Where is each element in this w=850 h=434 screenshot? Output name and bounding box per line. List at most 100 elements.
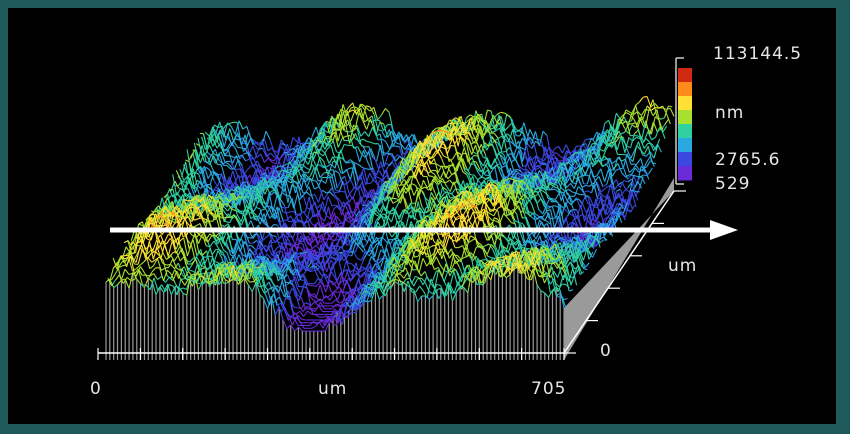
mesh-segment xyxy=(608,136,614,147)
mesh-segment xyxy=(474,123,479,128)
mesh-segment xyxy=(375,175,380,179)
mesh-segment xyxy=(474,127,479,131)
mesh-segment xyxy=(491,139,497,144)
mesh-segment xyxy=(491,123,496,131)
mesh-segment xyxy=(622,120,627,124)
mesh-segment xyxy=(436,127,441,129)
mesh-segment xyxy=(529,128,535,138)
mesh-segment xyxy=(327,115,333,128)
mesh-segment xyxy=(368,146,374,158)
mesh-segment xyxy=(551,206,557,219)
mesh-segment xyxy=(429,156,435,160)
mesh-segment xyxy=(225,221,231,224)
mesh-segment xyxy=(590,179,596,194)
mesh-segment xyxy=(326,144,332,150)
mesh-segment xyxy=(282,211,287,214)
mesh-segment xyxy=(585,138,590,141)
mesh-segment xyxy=(616,210,622,218)
mesh-segment xyxy=(487,123,493,133)
mesh-segment xyxy=(344,106,350,113)
mesh-segment xyxy=(406,142,412,154)
mesh-segment xyxy=(468,174,473,185)
mesh-segment xyxy=(373,107,379,120)
mesh-segment xyxy=(387,216,392,223)
mesh-segment xyxy=(637,111,642,116)
mesh-segment xyxy=(584,148,589,152)
mesh-segment xyxy=(539,179,544,182)
mesh-segment xyxy=(359,142,364,148)
mesh-segment xyxy=(538,209,544,215)
mesh-segment xyxy=(316,215,322,228)
mesh-segment xyxy=(568,189,573,193)
mesh-segment xyxy=(281,192,287,197)
mesh-segment xyxy=(277,157,283,170)
mesh-segment xyxy=(491,180,496,183)
mesh-segment xyxy=(354,133,360,144)
mesh-segment xyxy=(474,138,480,149)
mesh-segment xyxy=(395,156,401,162)
mesh-segment xyxy=(651,136,656,141)
mesh-segment xyxy=(539,157,544,162)
mesh-segment xyxy=(289,147,294,151)
mesh-segment xyxy=(416,154,422,165)
mesh-segment xyxy=(366,204,372,208)
mesh-segment xyxy=(357,146,362,155)
mesh-segment xyxy=(552,172,557,177)
mesh-segment xyxy=(281,169,286,172)
mesh-segment xyxy=(262,178,268,182)
mesh-segment xyxy=(570,182,575,189)
mesh-segment xyxy=(425,149,431,160)
mesh-segment xyxy=(381,138,387,143)
mesh-segment xyxy=(308,186,314,200)
mesh-segment xyxy=(381,108,386,116)
mesh-segment xyxy=(227,132,233,147)
mesh-segment xyxy=(209,144,214,154)
mesh-segment xyxy=(552,178,558,188)
mesh-segment xyxy=(303,148,309,152)
mesh-segment xyxy=(454,137,459,145)
mesh-segment xyxy=(231,155,237,164)
mesh-segment xyxy=(393,237,398,240)
mesh-segment xyxy=(335,215,341,221)
mesh-segment xyxy=(443,196,448,199)
mesh-segment xyxy=(401,168,406,173)
mesh-segment xyxy=(319,172,325,178)
mesh-segment xyxy=(343,119,349,126)
mesh-segment xyxy=(320,216,325,222)
mesh-segment xyxy=(471,136,476,140)
mesh-segment xyxy=(245,190,251,197)
mesh-segment xyxy=(481,120,487,133)
mesh-segment xyxy=(575,164,580,170)
mesh-segment xyxy=(399,170,405,179)
mesh-segment xyxy=(458,153,463,161)
mesh-segment xyxy=(348,204,354,217)
mesh-segment xyxy=(326,191,331,194)
mesh-segment xyxy=(365,107,371,112)
mesh-segment xyxy=(644,169,650,180)
mesh-segment xyxy=(649,156,655,167)
mesh-segment xyxy=(546,205,551,208)
mesh-segment xyxy=(638,96,644,103)
mesh-segment xyxy=(243,188,249,192)
mesh-segment xyxy=(211,153,216,164)
mesh-segment xyxy=(591,137,596,144)
mesh-segment xyxy=(560,190,566,201)
mesh-segment xyxy=(432,127,437,132)
mesh-segment xyxy=(206,186,212,189)
mesh-segment xyxy=(295,145,300,147)
mesh-segment xyxy=(600,195,606,215)
mesh-segment xyxy=(235,138,240,141)
mesh-segment xyxy=(556,164,561,174)
mesh-segment xyxy=(583,207,589,222)
mesh-segment xyxy=(250,155,256,163)
mesh-segment xyxy=(626,148,632,159)
mesh-segment xyxy=(343,217,349,222)
mesh-segment xyxy=(488,179,492,182)
mesh-segment xyxy=(231,208,236,212)
mesh-segment xyxy=(533,175,539,189)
mesh-segment xyxy=(362,120,368,130)
mesh-segment xyxy=(451,117,456,122)
mesh-segment xyxy=(475,166,481,172)
mesh-segment xyxy=(239,153,245,160)
mesh-segment xyxy=(190,203,194,206)
